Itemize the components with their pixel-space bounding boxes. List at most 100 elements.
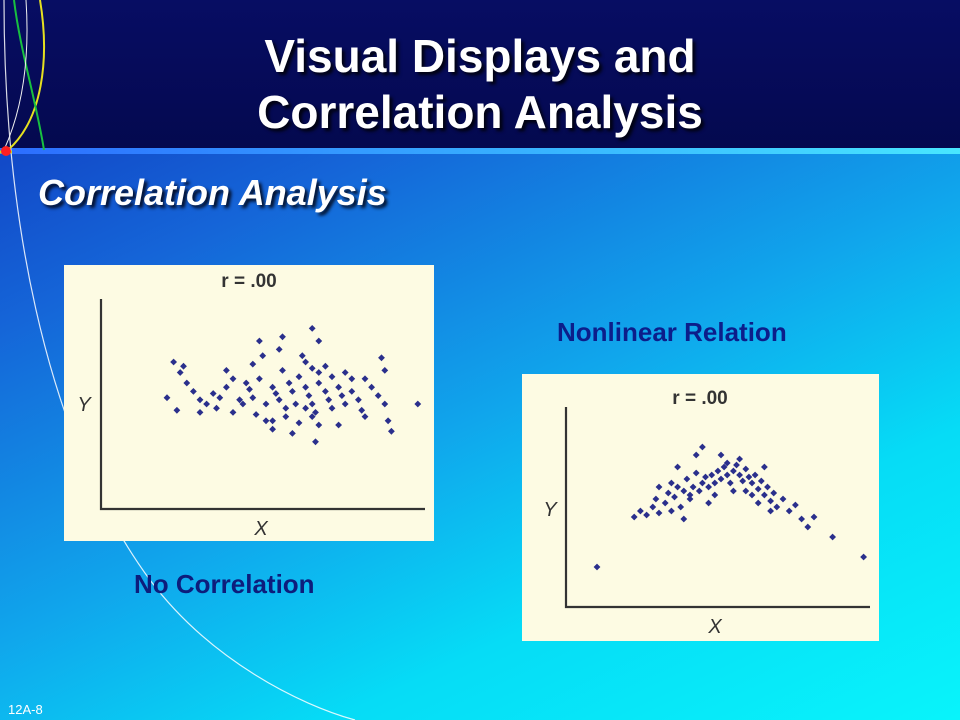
data-point xyxy=(272,390,280,397)
data-point xyxy=(328,404,336,412)
data-point xyxy=(361,375,369,383)
data-point xyxy=(804,523,812,531)
data-point xyxy=(285,379,293,387)
data-point xyxy=(699,479,706,487)
data-point xyxy=(664,489,672,497)
data-point xyxy=(249,394,257,402)
data-point xyxy=(754,485,762,493)
data-point xyxy=(705,499,712,507)
data-point xyxy=(742,465,750,473)
data-point xyxy=(745,473,753,481)
data-point xyxy=(302,383,309,391)
y-axis-label: Y xyxy=(77,394,92,416)
data-point xyxy=(680,487,688,495)
data-point xyxy=(655,483,663,491)
data-point xyxy=(282,413,290,420)
data-point xyxy=(308,364,316,372)
data-point xyxy=(652,495,660,503)
data-point xyxy=(860,553,867,561)
data-point xyxy=(785,507,793,515)
data-point xyxy=(223,383,230,391)
scatter-chart-nonlinear: r = .00 Y X xyxy=(543,388,870,638)
data-point xyxy=(730,487,737,495)
data-point xyxy=(170,358,177,366)
data-point xyxy=(298,352,306,360)
data-point xyxy=(213,404,220,412)
section-subtitle: Correlation Analysis xyxy=(38,172,387,213)
data-point xyxy=(829,533,836,541)
data-point xyxy=(748,491,756,499)
data-point xyxy=(381,367,389,374)
data-point xyxy=(229,375,237,383)
data-point xyxy=(196,396,204,404)
data-point xyxy=(341,400,349,408)
data-point xyxy=(348,388,356,395)
data-point xyxy=(295,419,303,427)
data-point xyxy=(705,483,712,491)
data-point xyxy=(176,369,184,376)
data-point xyxy=(269,425,276,433)
data-point xyxy=(242,379,250,387)
data-point xyxy=(378,354,385,362)
chart-panel-no-correlation: r = .00 Y X xyxy=(64,265,434,541)
data-point xyxy=(733,461,740,469)
data-point xyxy=(256,375,263,383)
data-point xyxy=(275,396,283,404)
data-point xyxy=(702,473,709,481)
data-point xyxy=(726,479,734,487)
chart-title: r = .00 xyxy=(221,271,276,292)
data-point xyxy=(736,455,743,463)
data-point xyxy=(723,471,731,479)
data-point xyxy=(325,396,333,404)
data-point xyxy=(338,392,346,399)
data-point xyxy=(305,392,313,399)
data-point xyxy=(269,383,276,391)
data-point xyxy=(708,471,716,479)
data-point xyxy=(335,383,342,391)
data-point xyxy=(649,503,657,511)
data-point xyxy=(252,411,260,418)
data-point xyxy=(764,483,771,491)
data-point xyxy=(630,513,638,521)
data-point xyxy=(593,563,601,571)
data-point xyxy=(335,421,342,429)
data-point xyxy=(322,362,329,370)
data-point xyxy=(686,491,694,499)
data-point xyxy=(209,390,217,397)
data-point xyxy=(269,417,276,425)
data-point xyxy=(773,503,781,511)
data-point xyxy=(259,352,267,360)
data-point xyxy=(249,360,257,368)
data-point xyxy=(256,337,263,345)
data-point xyxy=(308,325,316,332)
data-point xyxy=(674,483,681,491)
data-point xyxy=(792,501,799,509)
data-point xyxy=(384,417,392,425)
data-point xyxy=(308,413,316,420)
data-point xyxy=(711,491,719,499)
data-point xyxy=(302,358,309,366)
data-point xyxy=(692,469,700,477)
data-point xyxy=(322,388,329,395)
data-point xyxy=(692,451,700,459)
page-title: Visual Displays and Correlation Analysis xyxy=(0,28,960,140)
data-point xyxy=(655,509,663,517)
data-point xyxy=(275,346,283,353)
data-point xyxy=(717,451,725,459)
data-point xyxy=(289,430,296,437)
x-axis-label: X xyxy=(253,518,268,540)
data-point xyxy=(761,463,768,471)
data-point xyxy=(798,515,805,523)
data-point xyxy=(223,367,230,374)
data-point xyxy=(203,400,210,408)
data-point xyxy=(714,467,722,475)
data-point xyxy=(374,392,382,399)
data-point xyxy=(196,409,204,416)
axis-lines xyxy=(564,407,870,609)
caption-no-correlation: No Correlation xyxy=(134,569,315,599)
data-point xyxy=(674,463,681,471)
data-point xyxy=(661,499,669,507)
data-point xyxy=(779,495,787,503)
data-point xyxy=(742,487,750,495)
data-point xyxy=(677,503,685,511)
